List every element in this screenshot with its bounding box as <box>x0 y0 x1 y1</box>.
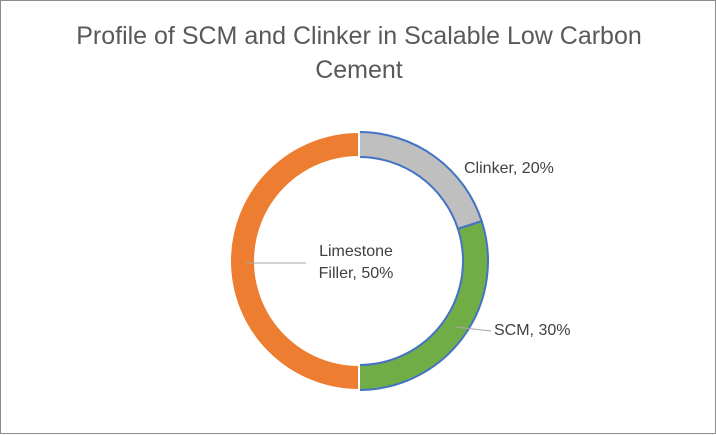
donut-slice <box>229 130 360 392</box>
donut-slice <box>358 130 483 231</box>
leader-line <box>455 326 492 332</box>
data-label: SCM, 30% <box>494 322 571 339</box>
data-label: Clinker, 20% <box>464 160 554 177</box>
chart-title: Profile of SCM and Clinker in Scalable L… <box>76 22 642 84</box>
data-label: Limestone Filler, 50% <box>318 243 394 282</box>
